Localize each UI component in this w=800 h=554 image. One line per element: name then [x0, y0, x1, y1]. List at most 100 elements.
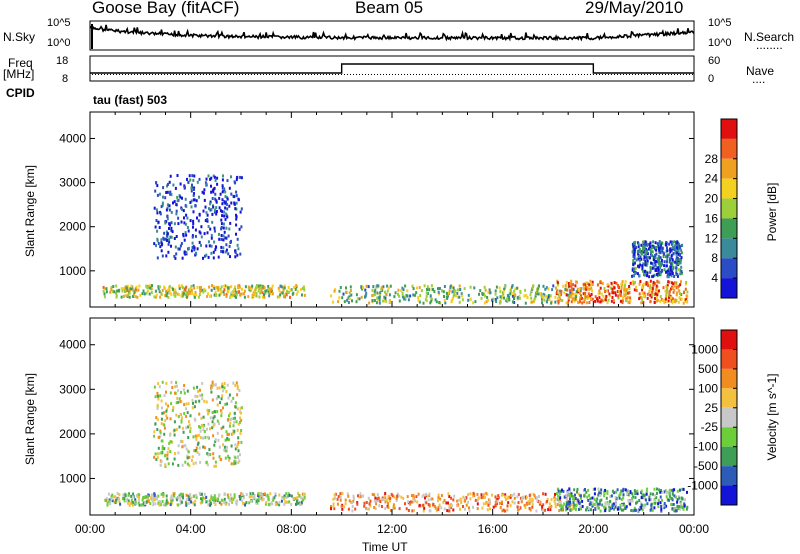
- velocity-cell: [476, 493, 479, 496]
- power-cell: [557, 300, 560, 303]
- power-cell: [575, 290, 578, 294]
- velocity-cell: [500, 500, 503, 504]
- velocity-cell: [171, 496, 174, 500]
- power-cell: [195, 251, 197, 255]
- power-cell: [469, 297, 472, 301]
- power-cell: [126, 284, 129, 288]
- velocity-cell: [538, 502, 541, 506]
- power-cell: [443, 298, 446, 302]
- velocity-cell: [159, 394, 162, 398]
- velocity-cell: [257, 495, 260, 499]
- power-cell: [651, 266, 654, 270]
- velocity-cell: [218, 501, 221, 505]
- power-cell: [166, 203, 169, 207]
- power-cell: [626, 296, 629, 300]
- power-cell: [675, 240, 678, 244]
- velocity-cell: [339, 498, 342, 502]
- power-cell: [621, 299, 624, 303]
- power-cell: [218, 237, 221, 241]
- power-cell: [156, 256, 159, 260]
- power-cell: [142, 289, 145, 293]
- velocity-cell: [257, 492, 260, 496]
- velocity-cell: [437, 507, 440, 511]
- velocity-cell: [182, 496, 184, 500]
- velocity-cell: [272, 496, 275, 500]
- velocity-cell: [563, 495, 566, 499]
- power-cell: [599, 300, 602, 304]
- power-cell: [167, 287, 170, 291]
- power-cell: [579, 287, 582, 291]
- power-cell: [508, 296, 511, 299]
- power-cell: [155, 208, 158, 212]
- power-cell: [537, 292, 540, 296]
- power-cell: [339, 286, 342, 289]
- power-cell: [438, 301, 441, 304]
- velocity-cell: [654, 501, 657, 505]
- power-cell: [112, 285, 115, 288]
- freq-line: [90, 63, 694, 74]
- power-cell: [646, 271, 649, 275]
- power-cell: [209, 202, 212, 206]
- velocity-cell: [591, 496, 594, 500]
- velocity-cell: [161, 406, 163, 410]
- velocity-cell: [583, 494, 586, 498]
- power-cell: [451, 290, 454, 294]
- power-cell: [633, 280, 636, 284]
- power-cell: [146, 289, 149, 293]
- power-cell: [649, 268, 652, 272]
- velocity-cell: [531, 505, 534, 509]
- power-cell: [139, 293, 142, 297]
- power-cell: [659, 243, 662, 247]
- power-cell: [159, 295, 162, 299]
- velocity-cell: [519, 496, 522, 500]
- power-cell: [669, 240, 672, 244]
- velocity-colorbar-swatch: [721, 349, 737, 369]
- velocity-cell: [228, 456, 231, 460]
- power-cell: [301, 293, 303, 297]
- power-cell: [510, 285, 513, 289]
- velocity-cell: [680, 504, 683, 508]
- velocity-cell: [538, 494, 540, 498]
- velocity-cell: [646, 502, 649, 506]
- power-cell: [378, 292, 381, 296]
- power-cell: [666, 286, 669, 290]
- velocity-cell: [679, 500, 682, 504]
- power-cell: [214, 285, 217, 289]
- velocity-cell: [550, 504, 553, 508]
- velocity-cell: [542, 503, 545, 507]
- velocity-cell: [379, 500, 382, 503]
- velocity-cell: [228, 497, 231, 501]
- velocity-cell: [363, 504, 366, 508]
- velocity-cell: [286, 494, 289, 498]
- power-cell: [412, 293, 415, 297]
- velocity-cell: [336, 502, 339, 506]
- power-cell: [182, 209, 185, 213]
- power-cell: [620, 285, 623, 289]
- velocity-cell: [185, 426, 188, 430]
- velocity-cell: [282, 495, 285, 499]
- power-cell: [179, 244, 182, 248]
- velocity-cell: [622, 496, 625, 500]
- velocity-cell: [200, 497, 202, 501]
- velocity-cell: [657, 505, 660, 509]
- power-cell: [483, 301, 486, 305]
- power-cell: [426, 288, 428, 291]
- velocity-cell: [662, 504, 665, 508]
- power-cell: [150, 291, 153, 294]
- power-cell: [191, 241, 194, 245]
- velocity-cell: [185, 498, 188, 502]
- velocity-cell: [648, 498, 651, 502]
- velocity-cell: [160, 417, 163, 421]
- velocity-cell: [185, 502, 188, 506]
- velocity-cell: [162, 495, 165, 498]
- velocity-cell: [173, 492, 176, 496]
- power-cell: [658, 271, 661, 275]
- power-cell: [293, 285, 295, 289]
- power-colorbar-tick-label: 28: [705, 152, 719, 166]
- velocity-cell: [617, 507, 619, 511]
- velocity-cell: [182, 388, 185, 392]
- velocity-cell: [634, 496, 637, 499]
- velocity-cell: [387, 505, 390, 509]
- power-cell: [540, 294, 543, 298]
